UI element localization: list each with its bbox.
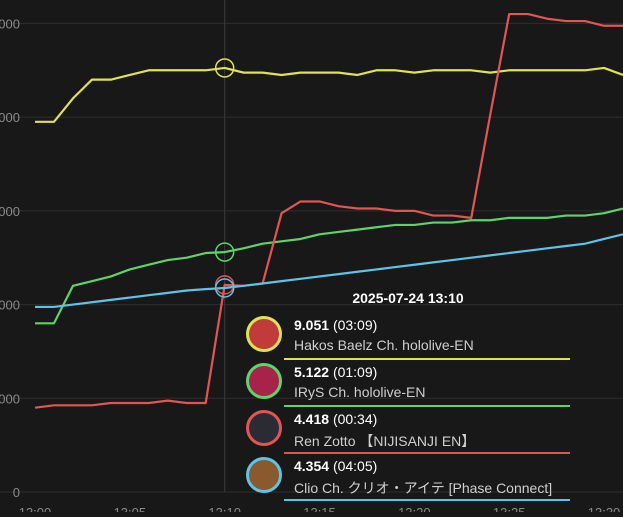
tooltip-row: 5.122 (01:09) IRyS Ch. hololive-EN (246, 361, 570, 407)
series-underline (284, 499, 570, 501)
tooltip-row: 4.418 (00:34) Ren Zotto 【NIJISANJI EN】 (246, 408, 570, 454)
viewer-value: 5.122 (294, 364, 330, 380)
duration: (01:09) (332, 364, 378, 380)
x-tick-label: 13:00 (19, 505, 52, 512)
channel-name: Clio Ch. クリオ・アイテ [Phase Connect] (294, 480, 553, 496)
duration: (04:05) (332, 458, 378, 474)
avatar-ren-zotto-icon (246, 410, 282, 446)
hover-point-marker (214, 242, 235, 262)
x-tick-label: 13:20 (398, 505, 431, 512)
y-tick-label: 0 (13, 485, 20, 500)
x-tick-label: 13:30 (588, 505, 621, 512)
channel-name: Hakos Baelz Ch. hololive-EN (294, 337, 474, 353)
x-tick-label: 13:10 (208, 505, 241, 512)
avatar-clio-icon (246, 457, 282, 493)
hover-point-marker (214, 58, 235, 78)
series-underline (284, 405, 570, 407)
avatar-irys-icon (246, 363, 282, 399)
viewer-value: 4.354 (294, 458, 330, 474)
x-tick-label: 13:05 (114, 505, 147, 512)
tooltip-timestamp: 2025-07-24 13:10 (352, 290, 464, 306)
y-tick-label: 000 (0, 391, 20, 406)
series-line (35, 233, 623, 309)
series-line (35, 207, 623, 325)
viewer-value: 9.051 (294, 317, 330, 333)
y-tick-label: 000 (0, 110, 20, 125)
avatar-hakos-baelz-icon (246, 316, 282, 352)
series-underline (284, 358, 570, 360)
series-line (35, 66, 623, 123)
x-tick-label: 13:15 (303, 505, 336, 512)
duration: (03:09) (332, 317, 378, 333)
y-tick-label: 000 (0, 16, 20, 31)
hover-tooltip: 2025-07-24 13:10 9.051 (03:09) Hakos Bae… (236, 282, 576, 504)
series-underline (284, 452, 570, 454)
duration: (00:34) (332, 411, 378, 427)
series-line (34, 12, 623, 409)
y-tick-label: 000 (0, 298, 20, 313)
channel-name: IRyS Ch. hololive-EN (294, 384, 426, 400)
tooltip-row: 4.354 (04:05) Clio Ch. クリオ・アイテ [Phase Co… (246, 455, 570, 501)
hover-point-marker (214, 278, 235, 298)
tooltip-row: 9.051 (03:09) Hakos Baelz Ch. hololive-E… (246, 314, 570, 360)
channel-name: Ren Zotto 【NIJISANJI EN】 (294, 433, 476, 449)
y-tick-label: 000 (0, 204, 20, 219)
x-tick-label: 13:25 (493, 505, 526, 512)
viewer-value: 4.418 (294, 411, 330, 427)
